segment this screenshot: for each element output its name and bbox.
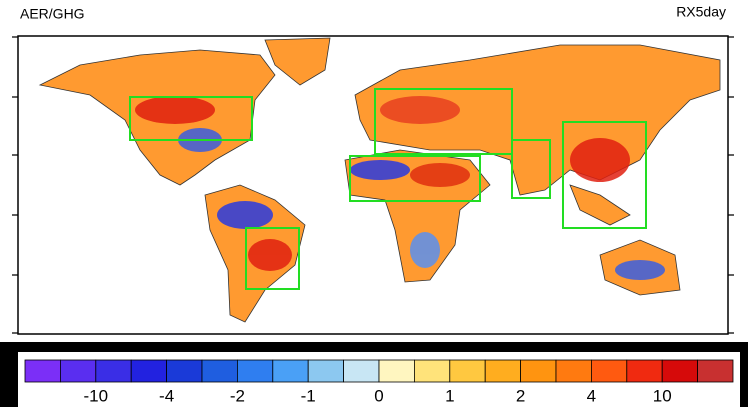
region-box [562,121,647,229]
patch [135,96,215,124]
patch [248,239,292,271]
region-boxes [129,88,647,290]
colorbar-label: 2 [516,386,525,405]
colorbar-swatch [484,359,522,383]
region-box [374,88,513,155]
colorbar: -10 -4 -2 -1 0 1 2 4 10 [24,359,734,405]
colorbar-label: -10 [84,386,109,405]
colorbar-swatch [272,359,309,383]
region-box [129,96,253,141]
colorbar-swatch [520,359,557,383]
colorbar-swatch [236,359,274,383]
colorbar-swatch [166,359,203,383]
colorbar-swatch [626,359,663,383]
colorbar-swatch [201,359,238,383]
region-box [349,155,481,202]
colorbar-swatch [307,359,345,383]
colorbar-swatch [60,359,97,383]
patch [410,232,440,268]
panel-label: AER/GHG [20,6,85,22]
patch [615,260,665,280]
southeast-asia [569,184,631,226]
colorbar-label: -1 [301,386,316,405]
colorbar-label: -2 [230,386,245,405]
frame-ticks [12,36,734,334]
colorbar-swatch [413,359,451,383]
patch [410,163,470,187]
colorbar-swatch [24,359,61,383]
colorbar-swatch [555,359,592,383]
colorbar-swatch [343,359,380,383]
colorbar-swatch [697,359,734,383]
patch [380,96,460,124]
colorbar-swatch [591,359,628,383]
colorbar-label: -4 [159,386,174,405]
patch [217,201,273,229]
region-box [511,139,551,199]
colorbar-swatch [378,359,415,383]
variable-label: RX5day [676,4,726,20]
colorbar-label: 0 [374,386,383,405]
colorbar-label: 10 [653,386,672,405]
map [12,35,734,335]
colorbar-swatch [661,359,699,383]
tick-marks [12,36,734,334]
patch [350,160,410,180]
patch [570,138,630,182]
colorbar-label: 4 [587,386,596,405]
greenland [264,37,331,86]
colorbar-swatch [449,359,486,383]
colorbar-swatch [95,359,132,383]
anomaly-patches [135,96,665,280]
colorbar-label: 1 [445,386,454,405]
region-box [245,227,300,290]
colorbar-swatch [130,359,167,383]
